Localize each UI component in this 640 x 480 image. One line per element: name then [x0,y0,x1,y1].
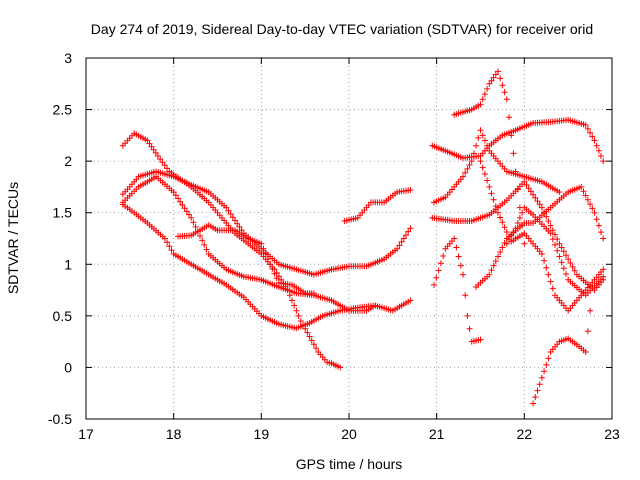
y-axis-label: SDTVAR / TECUs [5,182,21,294]
series-track-9 [431,235,484,345]
series-markers [431,127,563,206]
x-tick-label: 20 [341,426,357,442]
series-markers [429,178,607,294]
series-track-12 [473,183,607,290]
x-tick-label: 23 [604,426,620,442]
series-track-11 [429,178,607,294]
series-track-14 [530,307,594,407]
x-tick-label: 21 [429,426,445,442]
series-track-13 [477,158,607,314]
series-track-4 [119,173,379,314]
series-track-15 [503,204,607,299]
y-tick-label: -0.5 [48,411,72,427]
y-tick-label: 0.5 [53,308,73,324]
series-track-5 [175,222,317,297]
y-tick-label: 2 [64,153,72,169]
series-track-1 [119,130,344,371]
series-track-6 [341,187,414,224]
series-track-7 [429,116,607,165]
y-tick-label: 0 [64,359,72,375]
x-tick-label: 17 [78,426,94,442]
series-track-10 [431,127,563,206]
y-tick-label: 1.5 [53,205,73,221]
axis-ticks: 17 18 19 20 21 22 23 -0.5 0 0.5 1 1.5 2 2.5 3 [48,50,620,442]
x-tick-label: 19 [254,426,270,442]
series-markers [473,183,607,290]
series-markers [119,130,344,371]
x-tick-label: 22 [517,426,533,442]
series-layer [119,68,607,407]
series-markers [175,222,317,297]
series-markers [429,116,607,165]
y-tick-label: 1 [64,256,72,272]
grid [86,58,612,419]
series-markers [530,307,594,407]
series-markers [431,235,484,345]
series-markers [477,158,607,314]
series-markers [119,173,379,314]
y-tick-label: 2.5 [53,102,73,118]
chart-title: Day 274 of 2019, Sidereal Day-to-day VTE… [91,21,593,37]
x-tick-label: 18 [166,426,182,442]
series-markers [503,204,607,299]
x-axis-label: GPS time / hours [296,456,403,472]
y-tick-label: 3 [64,50,72,66]
series-markers [341,187,414,224]
